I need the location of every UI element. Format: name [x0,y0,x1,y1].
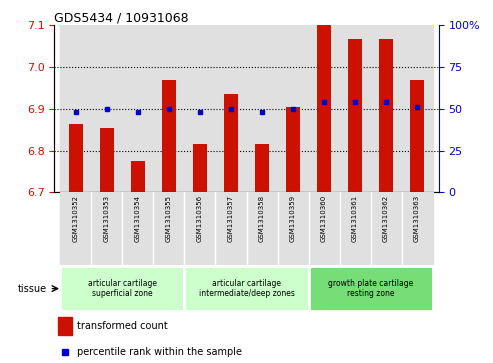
Bar [91,25,122,192]
Bar [402,25,432,192]
Text: GSM1310352: GSM1310352 [73,195,79,241]
Bar [100,128,114,192]
Bar [410,79,424,192]
Bar [193,144,207,192]
Bar [184,25,215,192]
Bar [340,192,371,265]
Bar [153,25,184,192]
Bar [58,317,71,335]
Text: GSM1310361: GSM1310361 [352,195,358,242]
Bar [278,192,309,265]
Bar [371,192,402,265]
Bar [348,39,362,192]
Text: GSM1310363: GSM1310363 [414,195,420,242]
Text: transformed count: transformed count [77,321,168,331]
Bar [255,144,269,192]
Bar [340,25,371,192]
Bar [69,123,83,192]
Bar [153,192,184,265]
Bar [224,94,238,192]
Bar [122,192,153,265]
FancyBboxPatch shape [309,266,432,311]
Text: GSM1310353: GSM1310353 [104,195,110,242]
Text: percentile rank within the sample: percentile rank within the sample [77,347,242,357]
Bar [317,25,331,192]
Text: GDS5434 / 10931068: GDS5434 / 10931068 [54,11,189,24]
Bar [246,25,278,192]
Bar [61,25,91,192]
Bar [61,192,91,265]
Bar [246,192,278,265]
Bar [309,192,340,265]
Bar [131,161,145,192]
Text: GSM1310354: GSM1310354 [135,195,141,241]
Text: GSM1310362: GSM1310362 [383,195,389,242]
Text: growth plate cartilage
resting zone: growth plate cartilage resting zone [328,279,413,298]
FancyBboxPatch shape [184,266,309,311]
Bar [371,25,402,192]
Text: GSM1310358: GSM1310358 [259,195,265,242]
Bar [309,25,340,192]
Bar [184,192,215,265]
Text: GSM1310359: GSM1310359 [290,195,296,242]
Text: GSM1310356: GSM1310356 [197,195,203,242]
Bar [286,107,300,192]
Text: tissue: tissue [17,284,46,294]
Text: GSM1310360: GSM1310360 [321,195,327,242]
Bar [122,25,153,192]
Bar [162,79,176,192]
Text: GSM1310355: GSM1310355 [166,195,172,241]
Bar [379,39,393,192]
FancyBboxPatch shape [61,266,184,311]
Bar [215,192,246,265]
Bar [278,25,309,192]
Bar [215,25,246,192]
Text: articular cartilage
intermediate/deep zones: articular cartilage intermediate/deep zo… [199,279,294,298]
Text: GSM1310357: GSM1310357 [228,195,234,242]
Bar [402,192,432,265]
Text: articular cartilage
superficial zone: articular cartilage superficial zone [88,279,157,298]
Bar [91,192,122,265]
